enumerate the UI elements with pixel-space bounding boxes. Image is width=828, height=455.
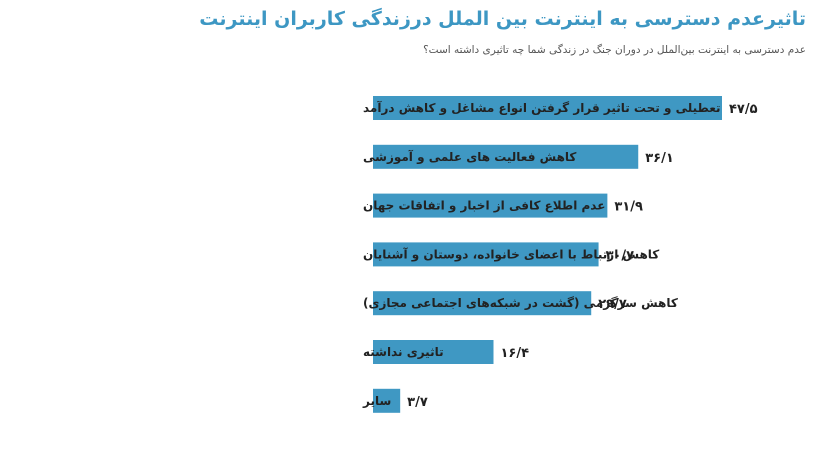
category-label-2: عدم اطلاع کافی از اخبار و اتفاقات جهان [363,199,605,214]
category-label-6: سایر [362,394,391,408]
category-label-0: تعطیلی و تحت تاثیر قرار گرفتن انواع مشاغ… [363,100,721,116]
value-label-4: ۲۹/۷ [598,297,627,312]
value-label-1: ۳۶/۱ [645,151,674,166]
chart-subtitle: عدم دسترسی به اینترنت بین‌الملل در دوران… [423,44,806,56]
value-label-0: ۴۷/۵ [729,102,758,117]
bar-1 [373,144,639,169]
value-label-3: ۳۰/۷ [606,248,635,263]
value-label-5: ۱۶/۴ [500,346,529,361]
bar-3 [373,242,599,267]
bar-5 [373,340,494,364]
category-label-4: کاهش سرگرمی (گشت در شبکه‌های اجتماعی مجا… [363,296,678,310]
chart-title: تاثیرعدم دسترسی به اینترنت بین الملل درز… [199,8,806,30]
category-label-1: کاهش فعالیت های علمی و آموزشی [363,149,576,165]
category-label-3: کاهش ارتباط با اعضای خانواده، دوستان و آ… [363,246,659,262]
bar-6 [373,388,401,413]
bar-2 [373,193,608,218]
bar-0 [373,96,722,120]
category-label-5: تاثیری نداشته [363,345,444,359]
value-label-6: ۳/۷ [407,395,428,410]
value-label-2: ۳۱/۹ [614,200,643,215]
bar-4 [373,291,592,316]
